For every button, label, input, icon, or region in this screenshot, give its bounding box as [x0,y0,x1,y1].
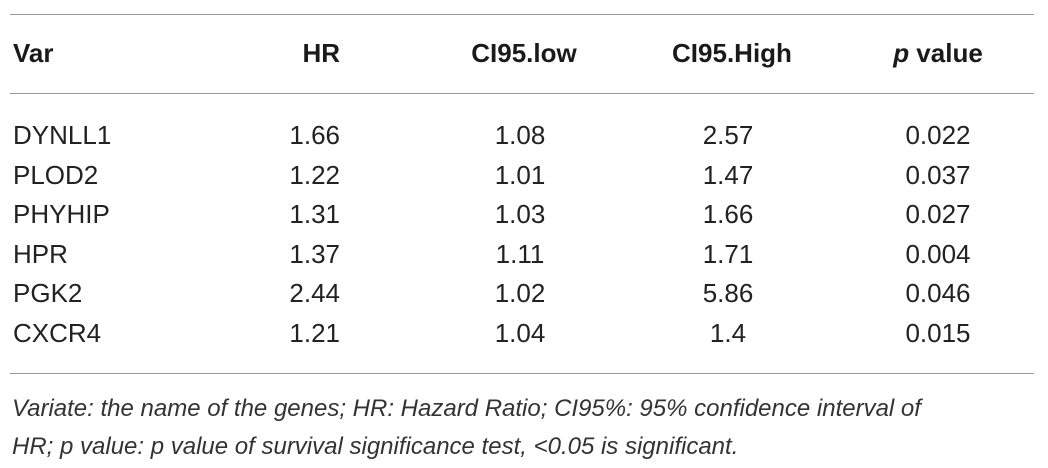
cell-var: PHYHIP [13,199,110,229]
table-header-rule [10,93,1034,94]
cell-ci-low: 1.08 [494,120,546,150]
header-p-value: p value [858,38,1018,69]
cell-hr: 1.66 [289,120,340,150]
cell-var: PLOD2 [13,159,99,190]
cell-hr: 2.44 [289,278,340,308]
header-ci-high: CI95.High [672,38,792,68]
cell-ci-low: 1.01 [494,159,546,190]
cell-var: HPR [13,238,68,269]
cell-var: PGK2 [13,278,83,308]
cell-ci-high: 1.4 [709,317,747,348]
table-row: PHYHIP 1.31 1.03 1.66 0.027 [0,195,1048,235]
cell-hr: 1.37 [289,238,340,269]
cell-hr: 1.31 [289,199,340,229]
cell-var: DYNLL1 [13,120,112,150]
cell-var: CXCR4 [13,317,102,348]
cell-p-value: 0.037 [905,159,971,190]
table-body: DYNLL1 1.66 1.08 2.57 0.022 PLOD2 1.22 1… [0,116,1048,353]
cell-ci-low: 1.02 [494,278,546,308]
header-ci-low: CI95.low [471,38,577,68]
cell-ci-high: 1.47 [702,159,754,190]
cell-p-value: 0.022 [905,120,971,150]
header-var: Var [13,38,54,68]
table-row: PLOD2 1.22 1.01 1.47 0.037 [0,156,1048,196]
table-header-row: Var HR CI95.low CI95.High p value [0,38,1048,74]
footnote-line-2: HR; p value: p value of survival signifi… [12,433,739,460]
footnote-line-1: Variate: the name of the genes; HR: Haza… [12,395,921,422]
cell-p-value: 0.027 [905,199,971,229]
table-footnote: Variate: the name of the genes; HR: Haza… [12,390,1032,466]
table-bottom-rule [10,373,1034,374]
cell-ci-high: 5.86 [702,278,754,308]
table-row: CXCR4 1.21 1.04 1.4 0.015 [0,314,1048,354]
cell-ci-high: 1.71 [702,238,754,269]
table-top-rule [10,14,1034,15]
table-row: HPR 1.37 1.11 1.71 0.004 [0,235,1048,275]
header-p-word: value [909,38,983,68]
cell-p-value: 0.004 [905,238,971,269]
cell-ci-low: 1.11 [495,238,545,269]
table-row: DYNLL1 1.66 1.08 2.57 0.022 [0,116,1048,156]
cell-ci-high: 1.66 [702,199,754,229]
cell-ci-low: 1.04 [494,317,546,348]
header-p-letter: p [893,38,910,68]
cell-hr: 1.21 [289,317,340,348]
header-hr: HR [302,38,340,68]
cell-ci-low: 1.03 [494,199,546,229]
cell-p-value: 0.046 [905,278,971,308]
cell-ci-high: 2.57 [702,120,754,150]
table-row: PGK2 2.44 1.02 5.86 0.046 [0,274,1048,314]
cell-p-value: 0.015 [905,317,971,348]
cell-hr: 1.22 [289,159,340,190]
